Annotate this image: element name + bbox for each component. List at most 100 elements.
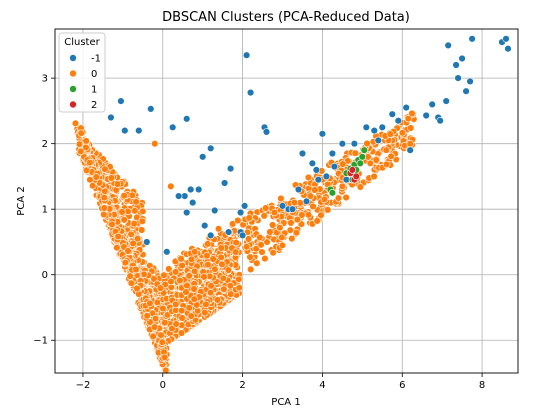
cluster-0-point [190, 285, 198, 293]
cluster-0-point [203, 252, 211, 260]
cluster-0-point [128, 191, 137, 200]
cluster--1-point [238, 231, 247, 240]
cluster-0-point [234, 216, 242, 225]
cluster--1-point [428, 100, 436, 109]
cluster-0-point [100, 210, 108, 219]
cluster-0-point [130, 220, 138, 228]
cluster-0-point [263, 238, 271, 246]
cluster-0-point [372, 156, 380, 164]
cluster-0-point [182, 288, 190, 296]
cluster--1-point [468, 35, 476, 43]
cluster-0-point [108, 220, 116, 229]
cluster-0-point [306, 192, 315, 200]
cluster-0-point [129, 239, 137, 248]
cluster-0-point [161, 353, 169, 362]
cluster-0-point [185, 304, 193, 312]
cluster-0-point [187, 255, 196, 263]
cluster--1-point [330, 162, 339, 171]
cluster-0-point [107, 174, 116, 182]
cluster-0-point [213, 296, 222, 304]
cluster-0-point [178, 314, 186, 322]
cluster-0-point [224, 266, 233, 274]
cluster-0-point [71, 119, 80, 128]
cluster-0-point [191, 248, 199, 256]
cluster-0-point [143, 312, 151, 320]
cluster-0-point [370, 172, 378, 181]
x-tick-label: 4 [319, 380, 325, 391]
cluster-0-point [277, 194, 285, 203]
legend-marker-0 [69, 69, 77, 78]
cluster--1-point [220, 179, 229, 187]
cluster-0-point [286, 226, 294, 234]
cluster-0-point [171, 268, 180, 276]
cluster--1-point [370, 126, 378, 135]
cluster-0-point [185, 272, 193, 280]
cluster-0-point [151, 140, 159, 148]
cluster-0-point [124, 247, 132, 255]
cluster-0-point [204, 260, 212, 269]
cluster-0-point [253, 259, 261, 267]
cluster-0-point [366, 159, 374, 168]
cluster--1-point [169, 123, 177, 132]
cluster-0-point [206, 288, 215, 297]
cluster-0-point [242, 243, 251, 251]
x-tick-label: 2 [239, 380, 245, 391]
cluster--1-point [374, 136, 382, 145]
cluster--1-point [422, 111, 430, 120]
cluster--1-point [328, 149, 337, 158]
legend-marker-1 [69, 85, 77, 93]
y-tick-label: −1 [33, 336, 48, 347]
cluster-0-point [247, 265, 255, 274]
cluster-1-point [358, 153, 366, 161]
cluster--1-point [211, 206, 219, 215]
cluster--1-point [175, 192, 183, 200]
plot-frame [54, 28, 519, 374]
cluster-0-point [351, 149, 359, 157]
cluster-0-point [235, 284, 244, 292]
cluster-0-point [159, 304, 167, 313]
cluster-0-point [138, 226, 146, 234]
cluster-0-point [245, 214, 253, 222]
cluster-0-point [187, 312, 195, 320]
legend-marker-2 [69, 100, 77, 109]
cluster--1-point [294, 185, 303, 194]
cluster--1-point [226, 164, 235, 173]
cluster-0-point [269, 249, 277, 257]
cluster--1-point [117, 97, 125, 105]
cluster-0-point [118, 208, 126, 216]
cluster-0-point [311, 186, 319, 194]
cluster-1-point [360, 146, 368, 154]
cluster-0-point [214, 225, 223, 233]
cluster-0-point [160, 271, 168, 279]
cluster--1-point [318, 130, 327, 138]
cluster-0-point [139, 207, 147, 216]
cluster-0-point [211, 265, 219, 273]
cluster-0-point [244, 235, 253, 243]
cluster--1-point [207, 231, 215, 240]
cluster-0-point [260, 212, 268, 220]
cluster--1-point [454, 74, 462, 82]
cluster-0-point [268, 221, 277, 229]
cluster-0-point [382, 146, 390, 154]
cluster--1-point [262, 128, 271, 136]
cluster--1-point [107, 113, 115, 122]
legend-label-0: 0 [91, 69, 97, 80]
cluster-0-point [235, 275, 243, 283]
legend-frame [58, 32, 106, 113]
cluster-0-point [270, 208, 279, 217]
cluster-0-point [120, 192, 128, 200]
cluster--1-point [308, 159, 317, 168]
cluster-0-point [256, 233, 264, 242]
cluster-0-point [304, 173, 313, 182]
cluster-0-point [177, 329, 186, 337]
cluster--1-point [466, 77, 474, 86]
cluster-0-point [150, 275, 158, 283]
cluster--1-point [207, 144, 215, 153]
cluster-0-point [177, 306, 186, 315]
cluster--1-point [240, 202, 249, 210]
cluster-0-point [293, 215, 302, 224]
cluster-0-point [161, 319, 169, 327]
cluster-0-point [398, 129, 407, 137]
cluster-2-point [352, 172, 360, 181]
cluster-0-point [219, 274, 228, 282]
